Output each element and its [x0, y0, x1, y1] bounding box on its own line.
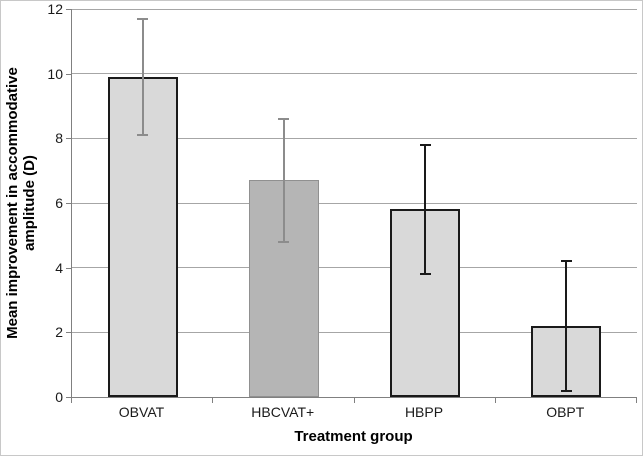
y-axis-tick: [66, 203, 71, 204]
error-bar-cap-top: [137, 17, 149, 20]
gridline: [72, 137, 637, 139]
y-axis-tick: [66, 332, 71, 334]
x-category-label: OBPT: [546, 404, 585, 420]
y-tick-label: 4: [55, 259, 63, 276]
plot-area: [71, 8, 637, 398]
error-bar: [424, 144, 427, 275]
gridline: [72, 202, 637, 204]
error-bar-cap-bottom: [278, 240, 290, 243]
error-bar-cap-top: [419, 143, 431, 146]
y-tick-label: 2: [55, 324, 63, 341]
error-bar-cap-top: [278, 117, 290, 120]
x-category-label: OBVAT: [118, 404, 165, 420]
y-axis-tick: [66, 267, 71, 269]
y-tick-label: 6: [55, 195, 63, 211]
error-bar: [282, 118, 285, 242]
error-bar-cap-bottom: [137, 134, 149, 137]
x-category-label: HBPP: [404, 404, 444, 420]
y-axis-tick: [66, 138, 71, 140]
x-axis-title: Treatment group: [294, 428, 413, 445]
y-tick-label: 0: [55, 389, 63, 405]
error-bar-cap-top: [560, 260, 572, 263]
y-tick-label: 8: [55, 130, 63, 147]
error-bar: [565, 261, 568, 391]
x-axis-tick: [636, 398, 637, 403]
x-category-label: HBCVAT+: [251, 404, 315, 420]
y-axis-tick: [66, 397, 71, 398]
gridline: [72, 331, 637, 333]
error-bar-cap-bottom: [560, 389, 572, 392]
x-axis-tick: [494, 398, 496, 403]
y-tick-label: 12: [47, 1, 63, 17]
x-axis-tick: [71, 398, 72, 403]
error-bar-cap-bottom: [419, 273, 431, 276]
x-axis-tick: [212, 398, 214, 403]
y-axis-title-line1: Mean improvement in accommodative: [4, 67, 21, 339]
y-tick-label: 10: [47, 65, 63, 82]
x-axis-tick: [353, 398, 355, 403]
gridline: [72, 73, 637, 75]
gridline: [72, 267, 637, 269]
gridline: [72, 8, 637, 10]
y-axis-tick: [66, 9, 71, 10]
y-axis-tick: [66, 73, 71, 75]
error-bar: [141, 18, 144, 136]
